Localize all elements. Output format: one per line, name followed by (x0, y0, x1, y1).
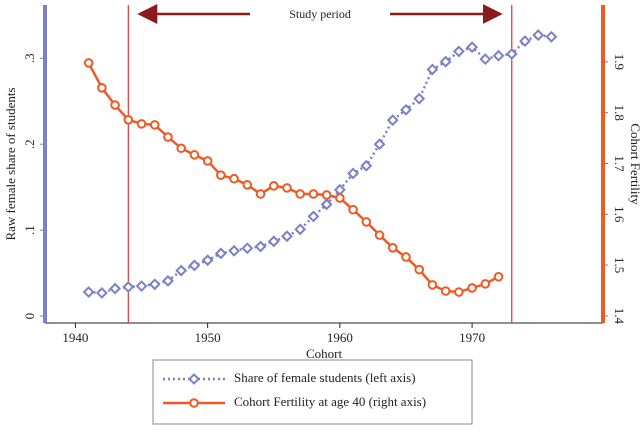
point (295, 189, 305, 199)
y2-tick-label: 1.4 (612, 308, 627, 325)
point (479, 53, 492, 66)
y-tick-label: .2 (22, 139, 37, 149)
legend-label: Share of female students (left axis) (234, 370, 416, 385)
legend-box (152, 359, 473, 425)
point (163, 132, 173, 142)
point (426, 63, 439, 76)
point (175, 264, 188, 277)
point (387, 243, 398, 253)
point (307, 210, 320, 223)
point (229, 173, 239, 184)
point (519, 35, 531, 48)
y2-tick-label: 1.8 (612, 105, 627, 121)
point (505, 48, 518, 60)
point (188, 259, 201, 272)
x-tick-label: 1960 (327, 330, 353, 345)
point (413, 92, 426, 105)
point (440, 286, 451, 296)
point (492, 49, 505, 62)
point (427, 280, 438, 290)
point (348, 204, 358, 215)
point (123, 115, 134, 125)
point (361, 217, 372, 227)
point (281, 230, 293, 243)
point (201, 254, 214, 267)
point (216, 170, 226, 180)
series-line (88, 33, 552, 295)
legend-label: Cohort Fertility at age 40 (right axis) (234, 394, 426, 409)
point (255, 189, 266, 199)
point (242, 180, 253, 190)
point (254, 240, 267, 253)
point (452, 45, 465, 58)
point (136, 119, 147, 129)
y2-axis-title: Cohort Fertility (628, 123, 643, 205)
point (374, 230, 385, 240)
point (466, 41, 479, 54)
point (400, 103, 412, 116)
point (214, 247, 227, 260)
point (439, 55, 452, 68)
point (122, 280, 135, 293)
point (401, 252, 411, 262)
y2-tick-label: 1.9 (612, 54, 627, 70)
point (97, 83, 107, 93)
y-tick-label: 0 (22, 313, 37, 320)
point (320, 198, 333, 211)
y2-tick-label: 1.6 (612, 206, 627, 223)
point (294, 223, 307, 236)
point (360, 159, 373, 172)
point (109, 282, 121, 295)
point (267, 235, 280, 248)
point (467, 283, 477, 293)
point (202, 156, 213, 166)
point (268, 181, 279, 191)
point (162, 274, 174, 287)
point (135, 280, 148, 292)
x-axis-title: Cohort (306, 346, 343, 361)
y-axis-title: Raw female share of students (3, 87, 18, 240)
point (83, 58, 94, 68)
y-tick-label: .1 (22, 225, 37, 235)
point (82, 286, 95, 298)
point (95, 287, 108, 299)
point (321, 190, 332, 200)
y-tick-label: .3 (22, 53, 37, 63)
point (480, 279, 491, 289)
y2-tick-label: 1.7 (612, 155, 627, 172)
point (176, 143, 186, 154)
series-line (87, 62, 500, 294)
point (347, 167, 360, 180)
point (493, 271, 504, 282)
point (228, 244, 240, 257)
point (545, 30, 558, 43)
point (189, 150, 200, 160)
point (414, 264, 425, 275)
y2-tick-label: 1.5 (612, 257, 627, 273)
point (149, 120, 160, 130)
point (454, 287, 464, 297)
x-tick-label: 1940 (62, 330, 88, 345)
x-tick-label: 1970 (459, 330, 485, 345)
point (241, 242, 254, 255)
point (386, 114, 399, 127)
point (148, 278, 161, 291)
point (282, 183, 292, 193)
point (373, 138, 386, 151)
legend-marker (189, 398, 199, 408)
point (308, 189, 319, 199)
point (110, 100, 120, 110)
point (335, 193, 345, 203)
point (532, 29, 545, 41)
x-tick-label: 1950 (195, 330, 221, 345)
legend-marker (188, 373, 200, 385)
annotation: Study period (289, 7, 351, 21)
